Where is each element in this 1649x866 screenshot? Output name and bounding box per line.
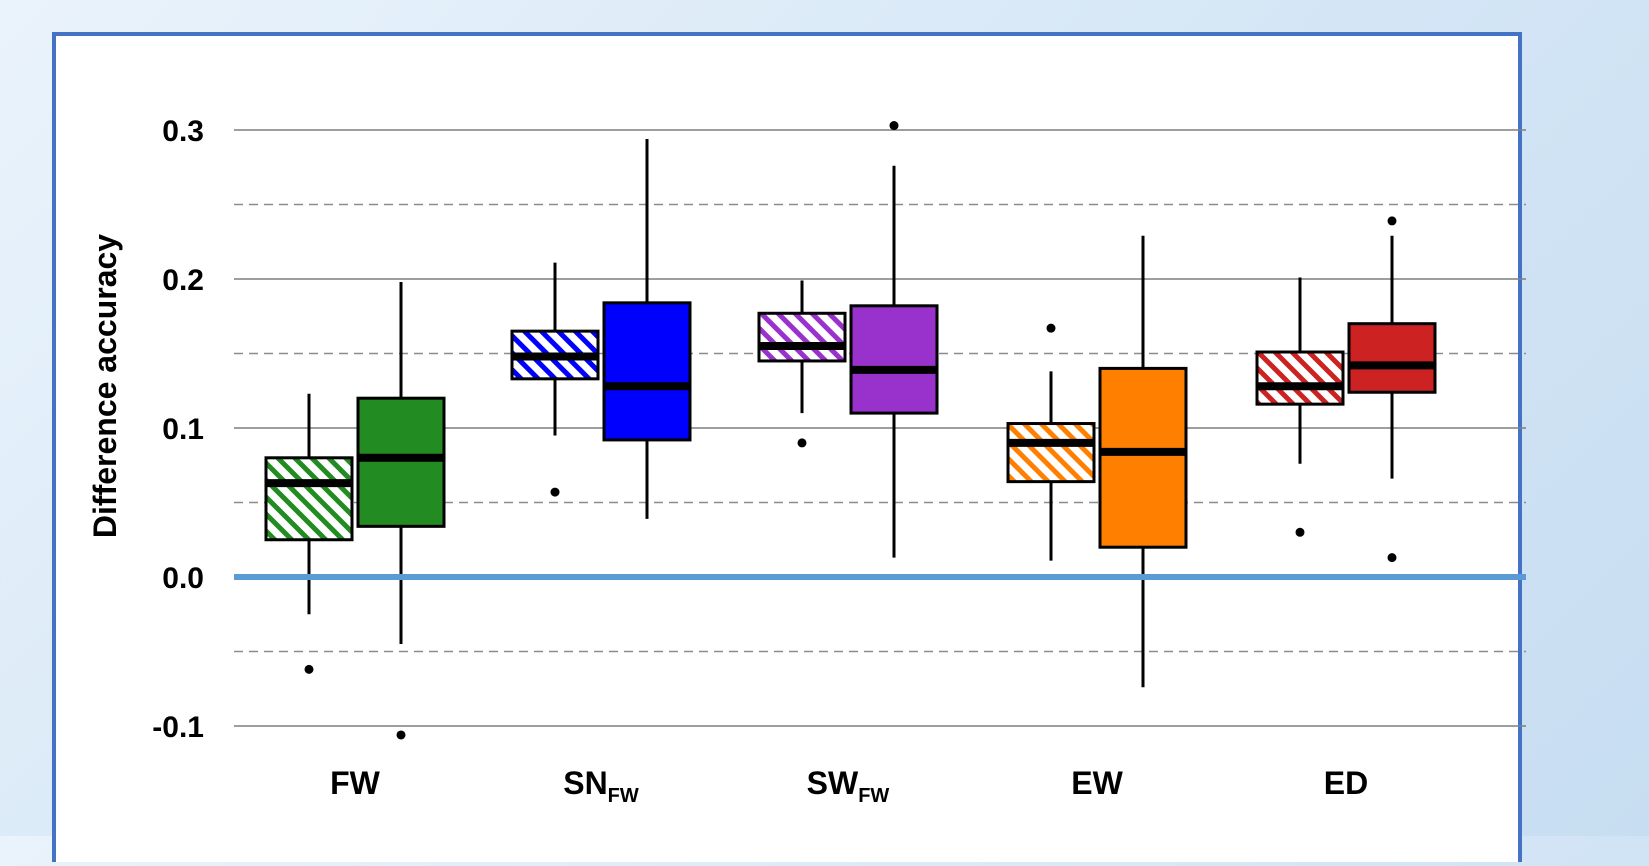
box-ED-solid [1347,216,1437,563]
box-iqr [1006,422,1096,484]
x-category-label-FW: FW [330,765,381,801]
box-iqr [1347,322,1437,394]
outlier-point [304,664,314,674]
box-iqr [356,396,446,528]
box-SW_FW-solid [849,121,939,558]
box-iqr [1255,350,1345,406]
outlier-point [889,121,899,131]
outlier-point [550,487,560,497]
outlier-point [1387,553,1397,563]
x-category-label-SW_FW: SWFW [807,765,890,807]
y-tick-label: -0.1 [152,711,204,744]
boxplot-chart: -0.1 0.0 0.1 0.2 0.3 FW SNFW SWFW EW ED Differen… [87,115,1526,807]
y-tick-label: 0.1 [162,413,204,446]
box-SN_FW-hatched [510,262,600,497]
gridlines [234,129,1526,727]
x-category-label-ED: ED [1324,765,1368,801]
y-axis-title: Difference accuracy [87,234,123,538]
box-FW-solid [356,281,446,740]
outlier-point [797,438,807,448]
box-iqr [757,311,847,363]
box-ED-hatched [1255,277,1345,537]
outlier-point [396,730,406,740]
box-iqr [264,456,354,542]
y-tick-label: 0.3 [162,115,204,148]
box-iqr [1098,366,1188,549]
box-SN_FW-solid [602,138,692,519]
chart-panel: -0.1 0.0 0.1 0.2 0.3 FW SNFW SWFW EW ED Differen… [52,32,1526,862]
y-tick-labels: -0.1 0.0 0.1 0.2 0.3 [152,115,204,744]
box-EW-hatched [1006,323,1096,561]
box-iqr [602,301,692,442]
x-category-label-SN_FW: SNFW [563,765,639,807]
outlier-point [1295,527,1305,537]
x-category-label-EW: EW [1071,765,1123,801]
outlier-point [1046,323,1056,333]
boxes-layer [264,121,1437,740]
y-tick-label: 0.2 [162,264,204,297]
box-FW-hatched [264,393,354,674]
y-tick-label: 0.0 [162,562,204,595]
box-SW_FW-hatched [757,280,847,448]
x-category-labels: FW SNFW SWFW EW ED [330,765,1368,807]
box-EW-solid [1098,235,1188,688]
box-iqr [849,304,939,415]
outlier-point [1387,216,1397,226]
